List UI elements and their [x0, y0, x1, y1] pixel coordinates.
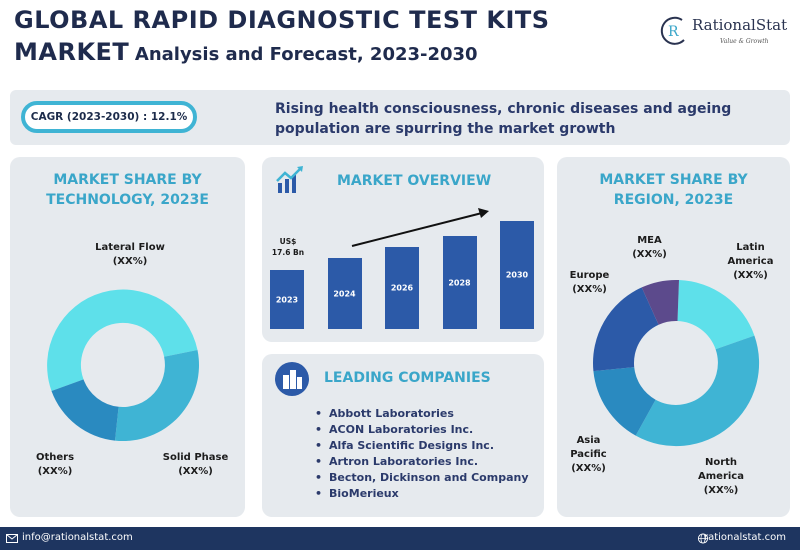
email-icon	[6, 534, 18, 543]
value-label-currency: US$	[279, 237, 297, 246]
page-subtitle: MARKET Analysis and Forecast, 2023-2030	[14, 38, 478, 66]
leading-companies-title: LEADING COMPANIES	[324, 370, 491, 386]
rationalstat-logo: R RationalStat Value & Growth	[660, 14, 790, 54]
bar-year-label: 2028	[448, 278, 471, 287]
drivers-line-1: Rising health consciousness, chronic dis…	[275, 101, 732, 117]
footer-email[interactable]: info@rationalstat.com	[22, 532, 133, 543]
label-north-america-line-1: North	[704, 457, 738, 468]
company-item: ACON Laboratories Inc.	[315, 422, 529, 438]
companies-list: Abbott Laboratories ACON Laboratories In…	[315, 406, 529, 502]
label-others: Others (XX%)	[25, 451, 85, 479]
company-item: Abbott Laboratories	[315, 406, 529, 422]
cagr-badge: CAGR (2023-2030) : 12.1%	[21, 101, 197, 133]
title-analysis-text: Analysis and Forecast, 2023-2030	[134, 44, 478, 65]
technology-title-line-2: TECHNOLOGY, 2023E	[46, 192, 209, 208]
overview-bar-2024: 2024	[327, 258, 362, 329]
svg-text:R: R	[668, 24, 679, 40]
value-label-amount: 17.6 Bn	[271, 248, 305, 257]
drivers-line-2: population are spurring the market growt…	[275, 121, 616, 137]
label-europe-value: (XX%)	[572, 284, 607, 295]
label-mea: MEA (XX%)	[622, 234, 677, 262]
label-mea-value: (XX%)	[632, 249, 667, 260]
overview-bar-2023: 2023	[270, 270, 304, 329]
bar-year-label: 2030	[505, 270, 529, 280]
bar-year-label: 2023	[275, 295, 299, 304]
overview-bar-2030: 2030	[500, 221, 534, 329]
title-market-word: MARKET	[14, 38, 130, 66]
region-title-line-2: REGION, 2023E	[613, 192, 734, 208]
bar-year-label: 2026	[390, 283, 414, 293]
chart-trend-icon	[276, 166, 303, 193]
label-asia-pacific-line-1: Asia	[576, 435, 601, 446]
label-lateral-flow-name: Lateral Flow	[95, 242, 165, 253]
label-north-america-line-2: America	[698, 471, 744, 482]
label-mea-name: MEA	[637, 235, 662, 246]
logo-tagline: Value & Growth	[720, 38, 769, 45]
technology-title-line-1: MARKET SHARE BY	[53, 172, 202, 188]
label-solid-phase-value: (XX%)	[178, 466, 213, 477]
market-drivers-text: Rising health consciousness, chronic dis…	[275, 99, 755, 139]
label-latin-america-line-2: America	[727, 256, 774, 267]
label-latin-america-line-1: Latin	[736, 242, 765, 253]
value-label: US$ 17.6 Bn	[268, 236, 308, 258]
label-lateral-flow: Lateral Flow (XX%)	[80, 241, 180, 269]
label-latin-america-value: (XX%)	[733, 270, 768, 281]
footer-bar: info@rationalstat.com rationalstat.com	[0, 527, 800, 550]
label-others-value: (XX%)	[37, 466, 73, 477]
market-overview-title: MARKET OVERVIEW	[337, 173, 492, 189]
label-solid-phase-name: Solid Phase	[162, 452, 229, 463]
logo-name: RationalStat	[692, 16, 788, 34]
label-latin-america: Latin America (XX%)	[718, 241, 783, 283]
company-item: Alfa Scientific Designs Inc.	[315, 438, 529, 454]
label-north-america-value: (XX%)	[703, 485, 739, 496]
label-asia-pacific-line-2: Pacific	[570, 449, 607, 460]
label-north-america: North America (XX%)	[690, 456, 752, 498]
label-lateral-flow-value: (XX%)	[112, 256, 148, 267]
region-panel-title: MARKET SHARE BY REGION, 2023E	[557, 170, 790, 210]
label-asia-pacific: Asia Pacific (XX%)	[561, 434, 616, 476]
bar-year-label: 2024	[333, 289, 356, 298]
company-item: BioMerieux	[315, 486, 529, 502]
page-title: GLOBAL RAPID DIAGNOSTIC TEST KITS	[14, 6, 550, 34]
globe-icon	[697, 533, 709, 544]
footer-website[interactable]: rationalstat.com	[703, 532, 786, 543]
company-item: Becton, Dickinson and Company	[315, 470, 528, 486]
buildings-icon	[275, 362, 309, 396]
label-others-name: Others	[35, 452, 75, 463]
label-europe: Europe (XX%)	[562, 269, 617, 297]
region-title-line-1: MARKET SHARE BY	[599, 172, 748, 188]
company-item: Artron Laboratories Inc.	[315, 454, 529, 470]
label-europe-name: Europe	[569, 270, 610, 281]
overview-bar-2028: 2028	[442, 236, 477, 329]
logo-icon: R	[660, 16, 685, 45]
label-asia-pacific-value: (XX%)	[571, 463, 606, 474]
label-solid-phase: Solid Phase (XX%)	[158, 451, 233, 479]
overview-bar-2026: 2026	[385, 247, 419, 329]
technology-panel-title: MARKET SHARE BY TECHNOLOGY, 2023E	[10, 170, 245, 210]
